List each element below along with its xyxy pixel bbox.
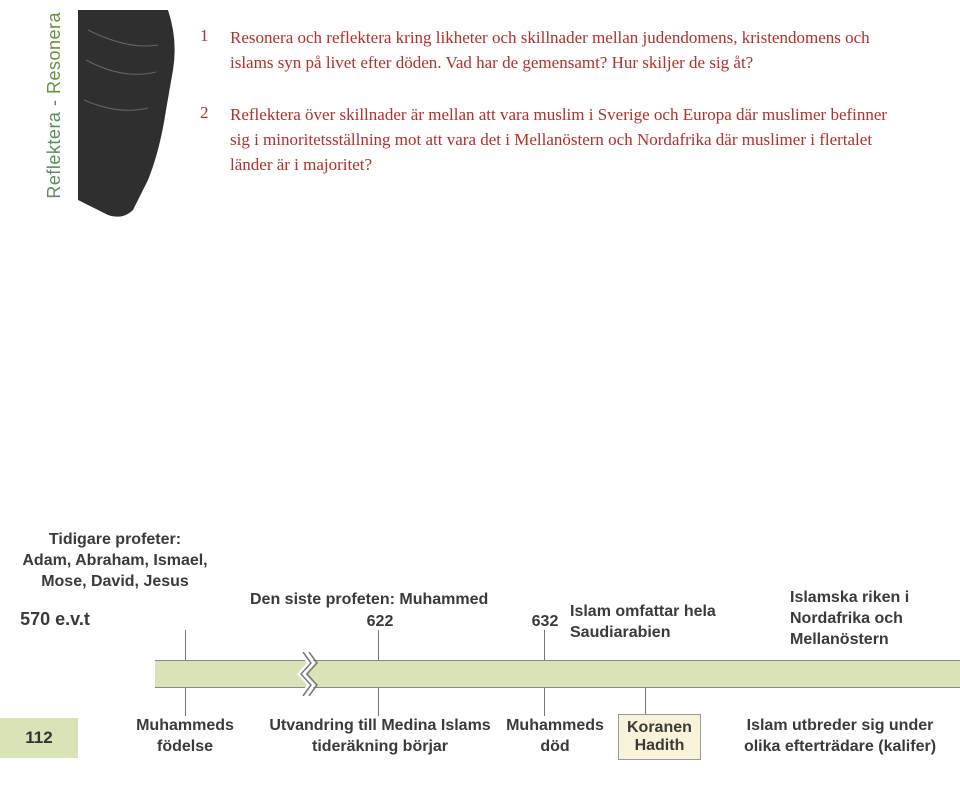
last-prophet-label: Den siste profeten: Muhammed (250, 590, 540, 611)
saudi-label: Islam omfattar hela Saudiarabien (570, 602, 740, 644)
timeline-below-labels: Muhammeds födelse Utvandring till Medina… (0, 716, 960, 796)
question-text: Resonera och reflektera kring likheter o… (230, 26, 900, 75)
year-632-label: 632 (520, 612, 570, 633)
tick (544, 688, 545, 716)
sidebar-sep: - (44, 94, 64, 112)
prophets-label: Tidigare profeter: Adam, Abraham, Ismael… (0, 530, 230, 592)
year-622-label: 622 (355, 612, 405, 633)
prophets-title: Tidigare profeter: (49, 531, 181, 548)
question-block: 1 Resonera och reflektera kring likheter… (200, 26, 900, 205)
death-label: Muhammeds död (495, 716, 615, 758)
question-item: 1 Resonera och reflektera kring likheter… (200, 26, 900, 75)
timeline: Tidigare profeter: Adam, Abraham, Ismael… (0, 530, 960, 788)
tick (378, 630, 379, 660)
medina-label: Utvandring till Medina Islams tideräknin… (265, 716, 495, 758)
decorative-shape (78, 10, 188, 220)
koran-hadith-box: Koranen Hadith (618, 714, 701, 760)
timeline-break-icon (295, 652, 325, 696)
tick (185, 688, 186, 716)
prophets-list: Adam, Abraham, Ismael, Mose, David, Jesu… (22, 552, 207, 590)
timeline-above-labels: Tidigare profeter: Adam, Abraham, Ismael… (0, 530, 960, 660)
hadith-label: Hadith (635, 737, 685, 754)
spread-label: Islam utbreder sig under olika efterträd… (740, 716, 940, 758)
question-number: 1 (200, 26, 230, 75)
tick (185, 630, 186, 660)
timeline-bar (155, 660, 960, 688)
question-text: Reflektera över skillnader är mellan att… (230, 103, 900, 177)
page-number: 112 (25, 728, 52, 748)
question-item: 2 Reflektera över skillnader är mellan a… (200, 103, 900, 177)
page-number-tab: 112 (0, 718, 78, 758)
sidebar-reflektera: Reflektera (44, 112, 64, 199)
question-number: 2 (200, 103, 230, 177)
tick (645, 688, 646, 716)
sidebar-vertical-label: Reflektera - Resonera (44, 12, 65, 199)
empires-label: Islamska riken i Nordafrika och Mellanös… (790, 588, 950, 650)
sidebar-resonera: Resonera (44, 12, 64, 94)
birth-label: Muhammeds födelse (120, 716, 250, 758)
tick (544, 630, 545, 660)
koran-label: Koranen (627, 719, 692, 736)
start-year-label: 570 e.v.t (0, 608, 110, 631)
tick (378, 688, 379, 716)
